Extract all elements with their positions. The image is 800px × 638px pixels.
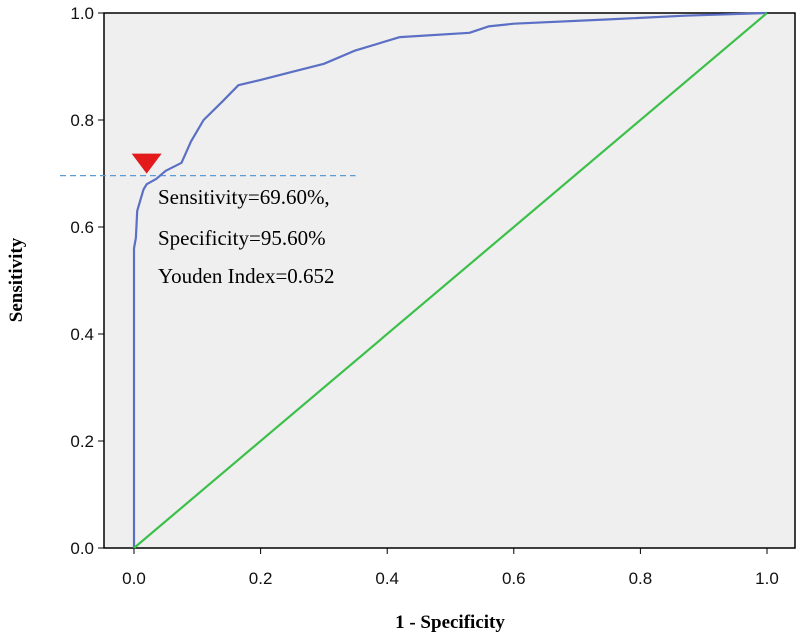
- roc-curve: [132, 11, 768, 548]
- y-tick-label: 0.0: [70, 539, 94, 558]
- annotation-sensitivity: Sensitivity=69.60%,: [158, 185, 330, 209]
- x-axis: 0.0 0.2 0.4 0.6 0.8 1.0: [122, 548, 779, 588]
- x-tick-label: 0.0: [122, 569, 146, 588]
- series-group: [132, 11, 768, 549]
- annotation-youden-index: Youden Index=0.652: [158, 264, 335, 288]
- diagonal-reference-line: [133, 12, 768, 549]
- y-axis-title: Sensitivity: [6, 237, 27, 322]
- y-tick-label: 1.0: [70, 4, 94, 23]
- x-tick-label: 1.0: [755, 569, 779, 588]
- y-axis: 0.0 0.2 0.4 0.6 0.8 1.0: [70, 4, 104, 558]
- optimal-point-group: [131, 153, 162, 174]
- y-tick-label: 0.2: [70, 432, 94, 451]
- x-tick-label: 0.4: [375, 569, 399, 588]
- optimal-cutoff-marker: [131, 153, 162, 174]
- x-tick-label: 0.2: [249, 569, 273, 588]
- y-tick-label: 0.6: [70, 218, 94, 237]
- y-tick-label: 0.4: [70, 325, 94, 344]
- annotation-specificity: Specificity=95.60%: [158, 226, 326, 250]
- x-tick-label: 0.8: [629, 569, 653, 588]
- x-axis-title: 1 - Specificity: [395, 612, 505, 633]
- x-tick-label: 0.6: [502, 569, 526, 588]
- y-tick-label: 0.8: [70, 111, 94, 130]
